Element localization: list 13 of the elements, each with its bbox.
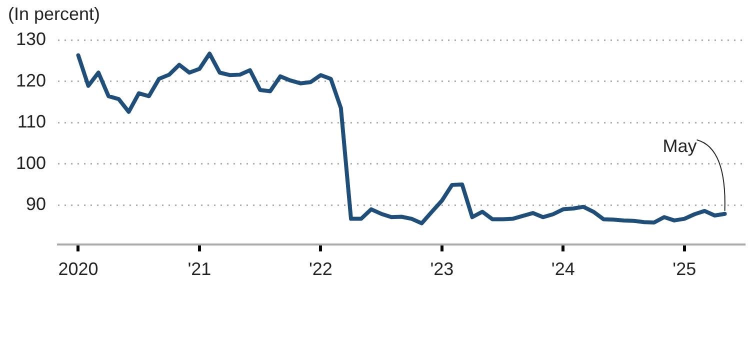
y-tick-label: 110 [17,112,46,132]
y-tick-label: 130 [16,28,46,49]
x-tick-label: '22 [308,259,332,280]
y-tick-label: 120 [16,70,46,90]
y-tick-label: 90 [26,194,46,214]
annotation: May [662,136,697,156]
x-tick-label: '24 [551,259,575,280]
x-tick-label: '21 [188,259,212,280]
x-tick-label: '23 [430,259,454,280]
x-tick-label: '25 [672,259,696,280]
y-tick-label: 100 [16,152,46,173]
y-axis-title: (In percent) [8,4,100,24]
x-tick-label: 2020 [58,259,98,280]
